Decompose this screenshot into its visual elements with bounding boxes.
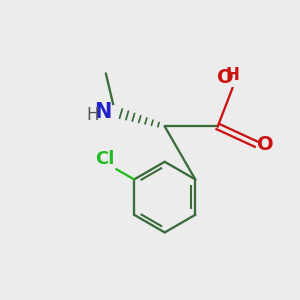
Text: H: H — [226, 66, 239, 84]
Text: Cl: Cl — [95, 150, 115, 168]
Text: N: N — [94, 102, 112, 122]
Text: O: O — [217, 68, 233, 87]
Text: O: O — [257, 135, 274, 154]
Text: H: H — [86, 106, 98, 124]
